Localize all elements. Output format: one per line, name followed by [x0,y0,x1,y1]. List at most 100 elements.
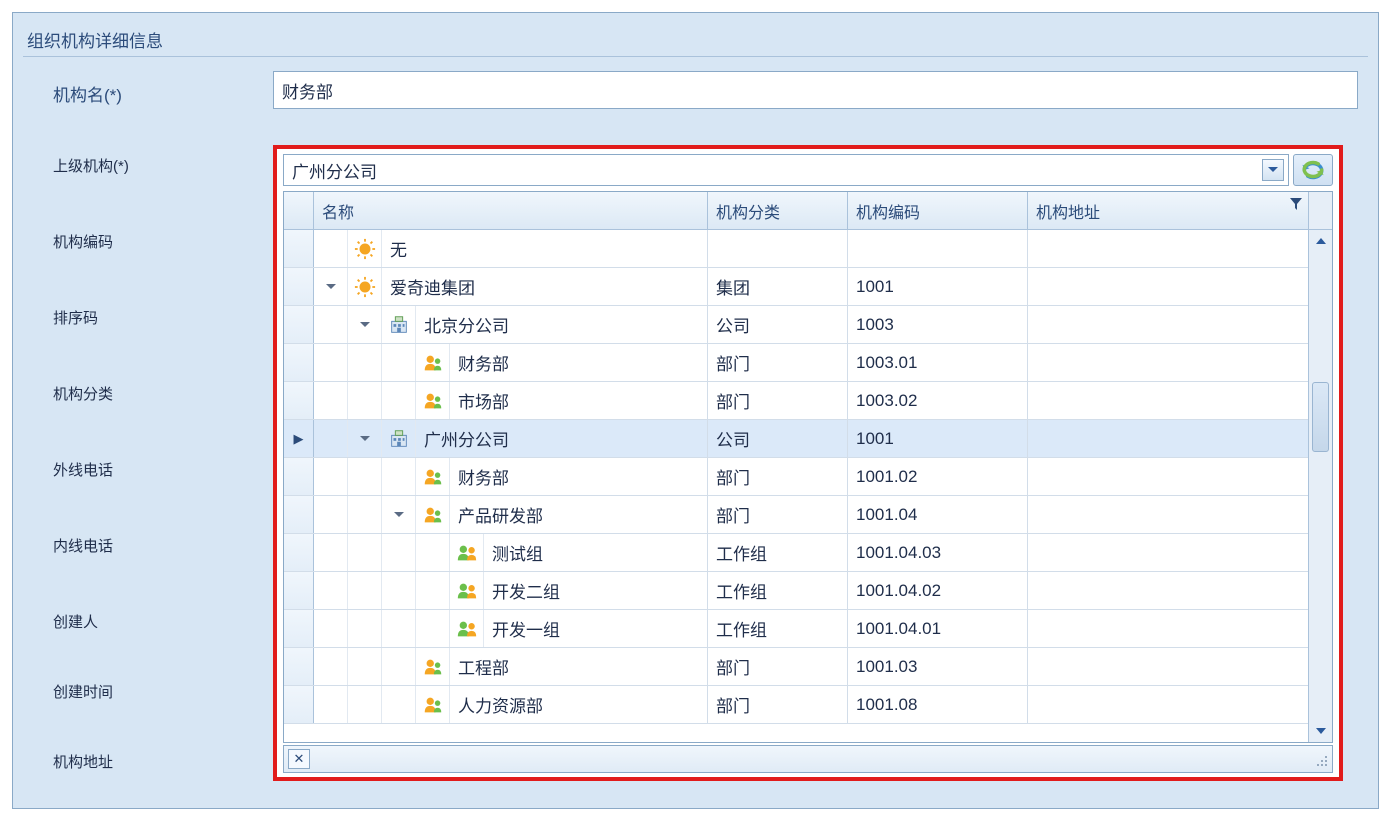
tree-indent [314,344,348,381]
tree-row[interactable]: 无 [284,230,1308,268]
tree-row[interactable]: 测试组工作组1001.04.03 [284,534,1308,572]
tree-expander[interactable] [314,268,348,305]
tree-expander [416,572,450,609]
cell-code: 1001.03 [848,648,1028,685]
tree-expander[interactable] [348,420,382,457]
tree-node-label: 人力资源部 [450,686,707,723]
panel-title-text: 组织机构详细信息 [27,27,163,52]
tree-row[interactable]: 产品研发部部门1001.04 [284,496,1308,534]
cell-address [1028,648,1308,685]
chevron-down-icon[interactable] [1262,159,1284,181]
tree-row[interactable]: 开发一组工作组1001.04.01 [284,610,1308,648]
row-indicator [284,458,314,495]
cell-category: 部门 [708,648,848,685]
tree-indent [314,686,348,723]
tree-row[interactable]: 爱奇迪集团集团1001 [284,268,1308,306]
cell-category: 工作组 [708,610,848,647]
dept-people-icon [416,686,450,723]
tree-indent [314,572,348,609]
tree-node-label: 财务部 [450,458,707,495]
tree-row[interactable]: 财务部部门1003.01 [284,344,1308,382]
cell-address [1028,230,1308,267]
sun-icon [348,230,382,267]
scroll-track[interactable] [1309,252,1332,720]
building-icon [382,306,416,343]
dept-people-icon [416,382,450,419]
tree-row[interactable]: 工程部部门1001.03 [284,648,1308,686]
tree-indent [314,496,348,533]
tree-expander [382,648,416,685]
tree-node-label: 财务部 [450,344,707,381]
cell-category: 工作组 [708,534,848,571]
tree-row[interactable]: 人力资源部部门1001.08 [284,686,1308,724]
resize-grip[interactable] [1312,751,1328,767]
tree-indent [348,382,382,419]
cell-address [1028,306,1308,343]
tree-expander [416,610,450,647]
grid-header-code[interactable]: 机构编码 [848,192,1028,229]
cell-category: 部门 [708,686,848,723]
cell-category [708,230,848,267]
vertical-scrollbar[interactable] [1308,230,1332,742]
cell-category: 工作组 [708,572,848,609]
scroll-thumb[interactable] [1312,382,1329,452]
label-org-name: 机构名(*) [23,71,273,106]
label-sort-code: 排序码 [53,307,98,328]
tree-name-cell: 产品研发部 [314,496,708,533]
tree-row[interactable]: 财务部部门1001.02 [284,458,1308,496]
tree-name-cell: 广州分公司 [314,420,708,457]
row-indicator [284,648,314,685]
tree-row[interactable]: 北京分公司公司1003 [284,306,1308,344]
dept-people-icon [416,344,450,381]
clear-filter-button[interactable]: ✕ [288,749,310,769]
row-indicator [284,306,314,343]
cell-address [1028,458,1308,495]
tree-expander [382,382,416,419]
label-org-address: 机构地址 [53,751,113,772]
cell-code: 1003.02 [848,382,1028,419]
cell-category: 部门 [708,496,848,533]
tree-row[interactable]: ▶广州分公司公司1001 [284,420,1308,458]
refresh-button[interactable] [1293,154,1333,186]
tree-row[interactable]: 市场部部门1003.02 [284,382,1308,420]
row-indicator [284,230,314,267]
scroll-up-arrow[interactable] [1309,230,1332,252]
filter-icon[interactable] [1290,198,1302,213]
cell-address [1028,344,1308,381]
grid-header-address[interactable]: 机构地址 [1028,192,1308,229]
grid-header-category[interactable]: 机构分类 [708,192,848,229]
parent-org-selected-text: 广州分公司 [292,158,1262,183]
tree-name-cell: 测试组 [314,534,708,571]
tree-node-label: 测试组 [484,534,707,571]
cell-category: 公司 [708,306,848,343]
parent-org-combo[interactable]: 广州分公司 [283,154,1289,186]
cell-address [1028,686,1308,723]
cell-code: 1003.01 [848,344,1028,381]
grid-header-name[interactable]: 名称 [314,192,708,229]
row-indicator [284,268,314,305]
group-people-icon [450,534,484,571]
tree-name-cell: 财务部 [314,458,708,495]
scroll-down-arrow[interactable] [1309,720,1332,742]
tree-expander[interactable] [382,496,416,533]
row-indicator [284,382,314,419]
tree-row[interactable]: 开发二组工作组1001.04.02 [284,572,1308,610]
row-indicator [284,344,314,381]
row-indicator [284,572,314,609]
cell-code: 1001.04 [848,496,1028,533]
tree-expander [382,344,416,381]
cell-address [1028,610,1308,647]
org-name-input[interactable] [273,71,1358,109]
tree-indent [314,458,348,495]
tree-node-label: 产品研发部 [450,496,707,533]
org-tree-grid: 名称 机构分类 机构编码 机构地址 [283,191,1333,743]
cell-category: 部门 [708,458,848,495]
tree-name-cell: 北京分公司 [314,306,708,343]
tree-expander[interactable] [348,306,382,343]
building-icon [382,420,416,457]
tree-indent [314,610,348,647]
grid-header-indicator [284,192,314,229]
row-indicator [284,534,314,571]
label-outer-phone: 外线电话 [53,459,113,480]
group-people-icon [450,610,484,647]
